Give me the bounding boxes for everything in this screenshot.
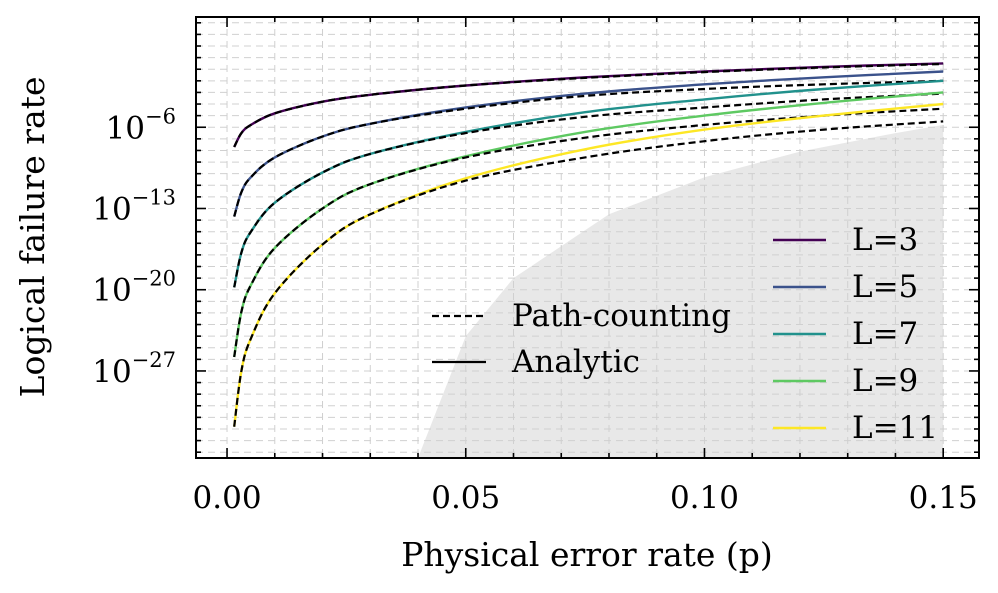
path-counting-line-L=3 (233, 62, 944, 148)
tick-label-layer: 0.00 0.05 0.10 0.15 10−6 10−13 10−20 10−27 (92, 104, 977, 516)
legend-label: L=7 (852, 316, 918, 352)
y-tick-label: 10−27 (92, 348, 176, 390)
y-tick-label: 10−13 (92, 185, 176, 227)
path-counting-line-L=7 (233, 92, 944, 288)
legend-label: L=11 (852, 410, 938, 446)
grid-layer (196, 17, 979, 458)
legend-label: L=9 (852, 363, 918, 399)
x-tick-label: 0.10 (670, 480, 739, 516)
path-counting-line-L=11 (233, 120, 944, 427)
y-axis-label: Logical failure rate (13, 77, 52, 398)
y-tick-label: 10−6 (106, 104, 176, 146)
legend-label: L=3 (852, 222, 918, 258)
analytic-line-L=5 (233, 70, 944, 217)
path-counting-line-L=5 (233, 79, 944, 217)
y-tick-label: 10−20 (92, 267, 176, 309)
series-layer (233, 62, 944, 427)
x-tick-label: 0.05 (431, 480, 500, 516)
legend-label: Analytic (511, 344, 640, 380)
plot-frame (195, 16, 980, 459)
path-counting-line-L=9 (233, 107, 944, 358)
x-axis-label: Physical error rate (p) (401, 535, 773, 574)
analytic-line-L=9 (233, 91, 944, 358)
legend-label: Path-counting (512, 298, 731, 334)
tick-layer (196, 17, 979, 458)
legend-label: L=5 (852, 269, 918, 305)
x-tick-label: 0.00 (193, 480, 262, 516)
legend-line-style: Path-counting Analytic (432, 298, 731, 380)
legend-system-size: L=3 L=5 L=7 L=9 L=11 (773, 222, 938, 446)
x-tick-label: 0.15 (909, 480, 978, 516)
